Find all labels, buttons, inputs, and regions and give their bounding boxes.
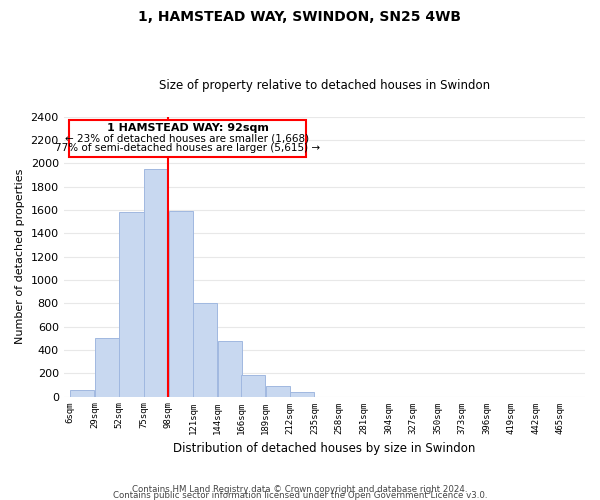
Bar	[144, 169, 168, 396]
Text: ← 23% of detached houses are smaller (1,668): ← 23% of detached houses are smaller (1,…	[65, 133, 310, 143]
Y-axis label: Number of detached properties: Number of detached properties	[15, 169, 25, 344]
Text: Contains HM Land Registry data © Crown copyright and database right 2024.: Contains HM Land Registry data © Crown c…	[132, 484, 468, 494]
Bar	[169, 211, 193, 396]
Bar	[119, 212, 143, 396]
Bar	[290, 392, 314, 396]
Bar	[193, 304, 217, 396]
Text: 77% of semi-detached houses are larger (5,615) →: 77% of semi-detached houses are larger (…	[55, 142, 320, 152]
Text: 1, HAMSTEAD WAY, SWINDON, SN25 4WB: 1, HAMSTEAD WAY, SWINDON, SN25 4WB	[139, 10, 461, 24]
X-axis label: Distribution of detached houses by size in Swindon: Distribution of detached houses by size …	[173, 442, 476, 455]
Bar	[218, 340, 242, 396]
Text: 1 HAMSTEAD WAY: 92sqm: 1 HAMSTEAD WAY: 92sqm	[107, 123, 268, 133]
FancyBboxPatch shape	[69, 120, 306, 158]
Bar	[70, 390, 94, 396]
Bar	[266, 386, 290, 396]
Text: Contains public sector information licensed under the Open Government Licence v3: Contains public sector information licen…	[113, 490, 487, 500]
Bar	[95, 338, 119, 396]
Title: Size of property relative to detached houses in Swindon: Size of property relative to detached ho…	[159, 79, 490, 92]
Bar	[241, 375, 265, 396]
